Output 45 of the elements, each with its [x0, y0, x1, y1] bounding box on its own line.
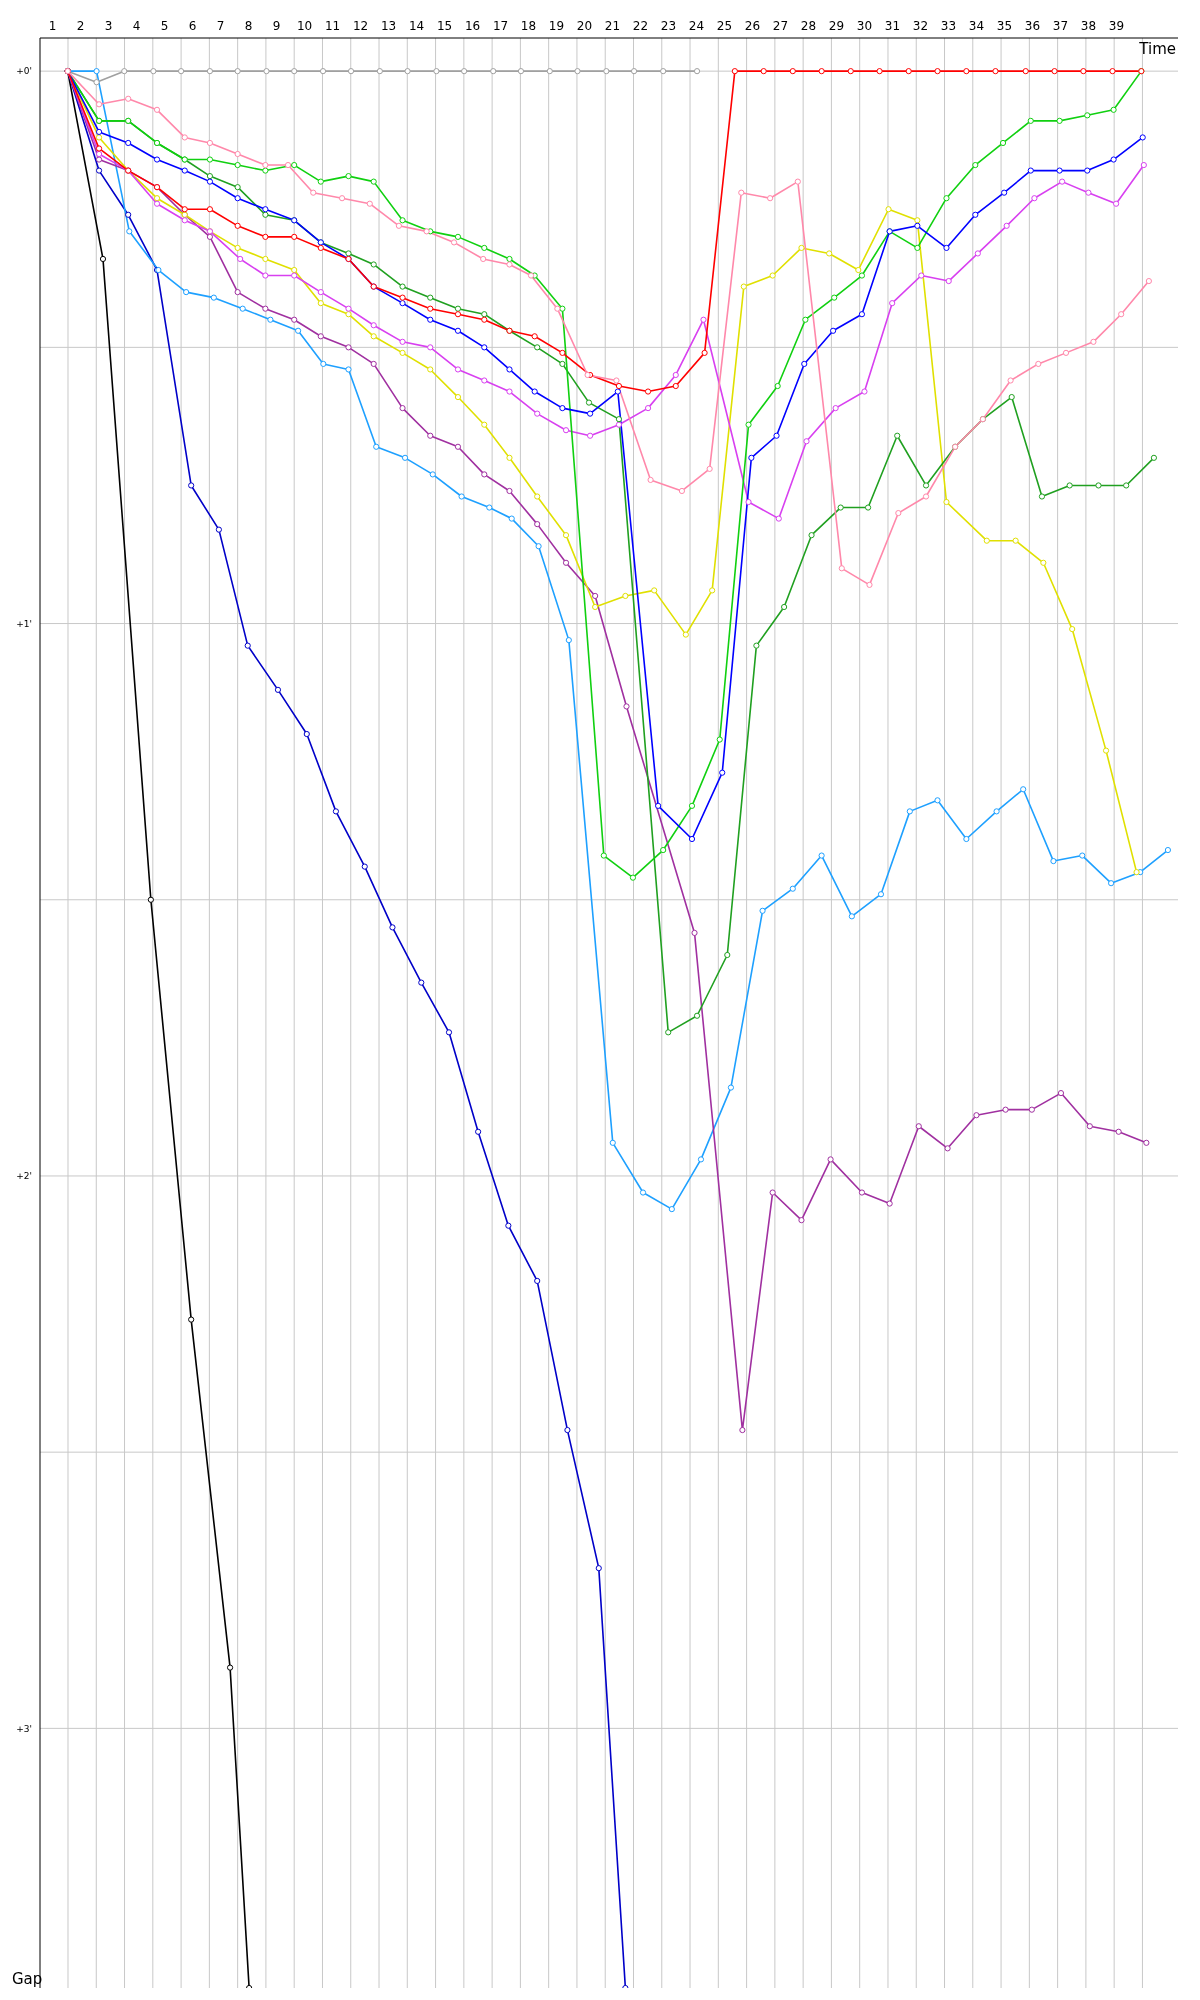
- x-tick-label: 5: [160, 19, 169, 33]
- x-tick-label: 3: [104, 19, 113, 33]
- x-axis-title: Time: [1138, 40, 1176, 58]
- x-tick-label: 33: [940, 19, 957, 33]
- x-tick-label: 13: [380, 19, 397, 33]
- y-tick-label: +1': [16, 618, 32, 629]
- x-tick-label: 27: [772, 19, 789, 33]
- x-tick-label: 8: [244, 19, 253, 33]
- x-tick-label: 31: [884, 19, 901, 33]
- x-tick-label: 38: [1080, 19, 1097, 33]
- x-tick-label: 30: [856, 19, 873, 33]
- x-tick-label: 6: [188, 19, 197, 33]
- x-tick-label: 10: [296, 19, 313, 33]
- y-tick-label: +2': [16, 1171, 32, 1182]
- y-tick-label: +0': [16, 66, 32, 77]
- x-tick-label: 22: [632, 19, 649, 33]
- x-tick-label: 25: [716, 19, 733, 33]
- x-tick-label: 15: [436, 19, 453, 33]
- x-tick-label: 20: [576, 19, 593, 33]
- x-tick-label: 7: [216, 19, 225, 33]
- x-tick-label: 28: [800, 19, 817, 33]
- x-tick-label: 11: [324, 19, 341, 33]
- x-tick-label: 9: [272, 19, 281, 33]
- x-tick-label: 35: [996, 19, 1013, 33]
- x-tick-label: 23: [660, 19, 677, 33]
- x-tick-label: 32: [912, 19, 929, 33]
- x-tick-label: 26: [744, 19, 761, 33]
- x-tick-label: 21: [604, 19, 621, 33]
- x-tick-label: 36: [1024, 19, 1041, 33]
- x-tick-label: 1: [48, 19, 57, 33]
- x-tick-label: 2: [76, 19, 85, 33]
- x-tick-label: 34: [968, 19, 985, 33]
- x-tick-label: 24: [688, 19, 705, 33]
- x-tick-label: 16: [464, 19, 481, 33]
- x-tick-label: 14: [408, 19, 425, 33]
- x-tick-label: 17: [492, 19, 509, 33]
- y-axis-title: Gap: [12, 1970, 43, 1988]
- x-tick-label: 12: [352, 19, 369, 33]
- x-tick-label: 18: [520, 19, 537, 33]
- x-tick-label: 4: [132, 19, 141, 33]
- x-tick-label: 29: [828, 19, 845, 33]
- y-tick-label: +3': [16, 1723, 32, 1734]
- x-tick-label: 19: [548, 19, 565, 33]
- x-tick-label: 37: [1052, 19, 1069, 33]
- x-tick-label: 39: [1108, 19, 1125, 33]
